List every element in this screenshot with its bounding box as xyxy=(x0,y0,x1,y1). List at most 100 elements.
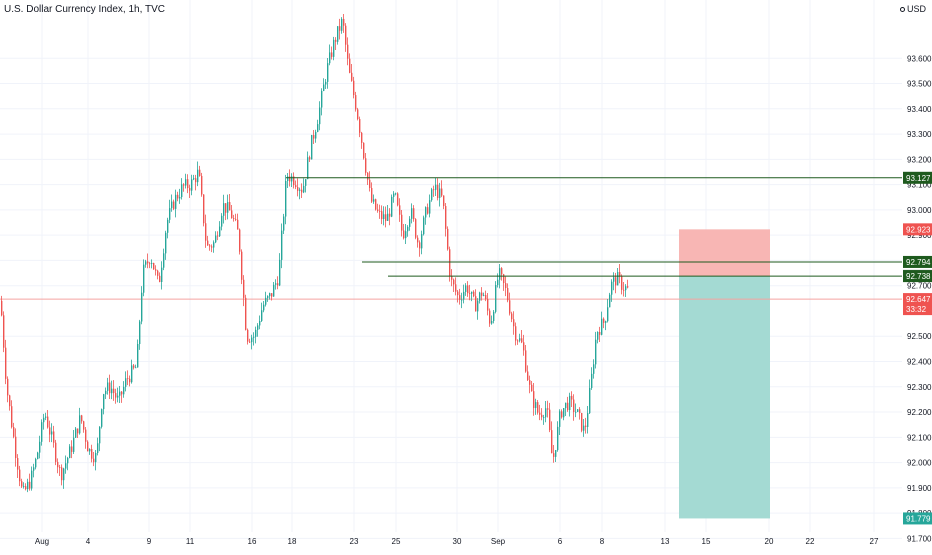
x-tick-label: 20 xyxy=(765,537,774,546)
candle-up xyxy=(325,81,327,85)
x-tick-label: Aug xyxy=(35,537,49,546)
candle-up xyxy=(139,321,141,345)
candle-down xyxy=(217,235,219,237)
candle-down xyxy=(527,371,529,381)
candle-up xyxy=(321,90,323,108)
candle-down xyxy=(359,119,361,133)
current-price-tag: 92.647 xyxy=(906,295,931,304)
candle-down xyxy=(345,25,347,45)
candle-down xyxy=(207,240,209,246)
candle-down xyxy=(627,286,629,288)
candle-up xyxy=(421,234,423,249)
candle-up xyxy=(223,203,225,216)
candle-down xyxy=(29,481,31,489)
candle-up xyxy=(23,486,25,487)
candle-up xyxy=(307,157,309,180)
candle-up xyxy=(219,226,221,237)
candle-up xyxy=(337,26,339,42)
candle-up xyxy=(477,300,479,312)
candle-down xyxy=(5,347,7,379)
candle-up xyxy=(327,63,329,82)
target-price-tag: 91.779 xyxy=(906,514,931,523)
candle-up xyxy=(613,277,615,282)
candle-up xyxy=(253,336,255,338)
y-tick-label: 93.100 xyxy=(907,181,932,190)
candle-down xyxy=(401,214,403,231)
level-tag: 92.738 xyxy=(906,272,931,281)
candle-down xyxy=(441,188,443,196)
level-tag-bg xyxy=(903,255,932,268)
candle-up xyxy=(425,207,427,218)
candle-down xyxy=(381,211,383,220)
candle-up xyxy=(131,365,133,383)
currency-label: USD xyxy=(900,4,926,14)
candle-down xyxy=(427,207,429,214)
y-tick-label: 93.400 xyxy=(907,105,932,114)
candle-down xyxy=(55,442,57,462)
candle-down xyxy=(235,218,237,220)
candle-up xyxy=(175,194,177,209)
candle-down xyxy=(49,427,51,435)
candle-down xyxy=(239,229,241,252)
candle-down xyxy=(433,189,435,191)
candle-up xyxy=(483,295,485,296)
candle-down xyxy=(313,135,315,139)
candle-up xyxy=(99,426,101,444)
candle-up xyxy=(167,219,169,233)
candle-down xyxy=(503,274,505,284)
candle-up xyxy=(387,213,389,221)
candle-up xyxy=(429,200,431,214)
candle-down xyxy=(581,413,583,431)
y-tick-label: 93.000 xyxy=(907,206,932,215)
candle-up xyxy=(191,179,193,191)
candle-up xyxy=(45,416,47,418)
candle-down xyxy=(189,188,191,191)
candle-down xyxy=(61,467,63,481)
candle-up xyxy=(43,417,45,423)
candle-down xyxy=(599,331,601,335)
level-tag-bg xyxy=(903,171,932,184)
candle-up xyxy=(107,382,109,391)
candle-down xyxy=(443,195,445,207)
target-price-tag-bg xyxy=(903,512,932,525)
take-profit-zone[interactable] xyxy=(679,276,770,519)
candle-down xyxy=(25,486,27,490)
candle-up xyxy=(103,394,105,410)
candle-up xyxy=(493,311,495,321)
candle-down xyxy=(541,414,543,418)
candle-down xyxy=(225,203,227,213)
candle-down xyxy=(15,436,17,459)
candle-up xyxy=(405,231,407,239)
candle-up xyxy=(435,184,437,190)
candle-down xyxy=(521,338,523,343)
candle-up xyxy=(165,232,167,254)
x-tick-label: 30 xyxy=(453,537,462,546)
candle-down xyxy=(335,39,337,42)
candle-up xyxy=(261,310,263,321)
candle-up xyxy=(577,409,579,412)
candle-down xyxy=(469,293,471,294)
candle-down xyxy=(177,194,179,199)
candle-up xyxy=(269,293,271,297)
stop-loss-zone[interactable] xyxy=(679,229,770,277)
candle-down xyxy=(371,187,373,202)
candle-down xyxy=(183,184,185,186)
x-tick-label: 18 xyxy=(288,537,297,546)
candle-down xyxy=(561,411,563,418)
chart-title: U.S. Dollar Currency Index, 1h, TVC xyxy=(4,4,165,15)
candle-up xyxy=(333,39,335,57)
candle-down xyxy=(1,300,3,316)
candle-down xyxy=(413,208,415,220)
candle-down xyxy=(231,210,233,219)
candle-up xyxy=(285,180,287,217)
candle-up xyxy=(37,452,39,460)
candle-up xyxy=(185,179,187,186)
candle-up xyxy=(315,131,317,139)
candle-up xyxy=(589,387,591,414)
candle-up xyxy=(257,325,259,330)
candle-down xyxy=(241,251,243,280)
candle-down xyxy=(295,185,297,188)
